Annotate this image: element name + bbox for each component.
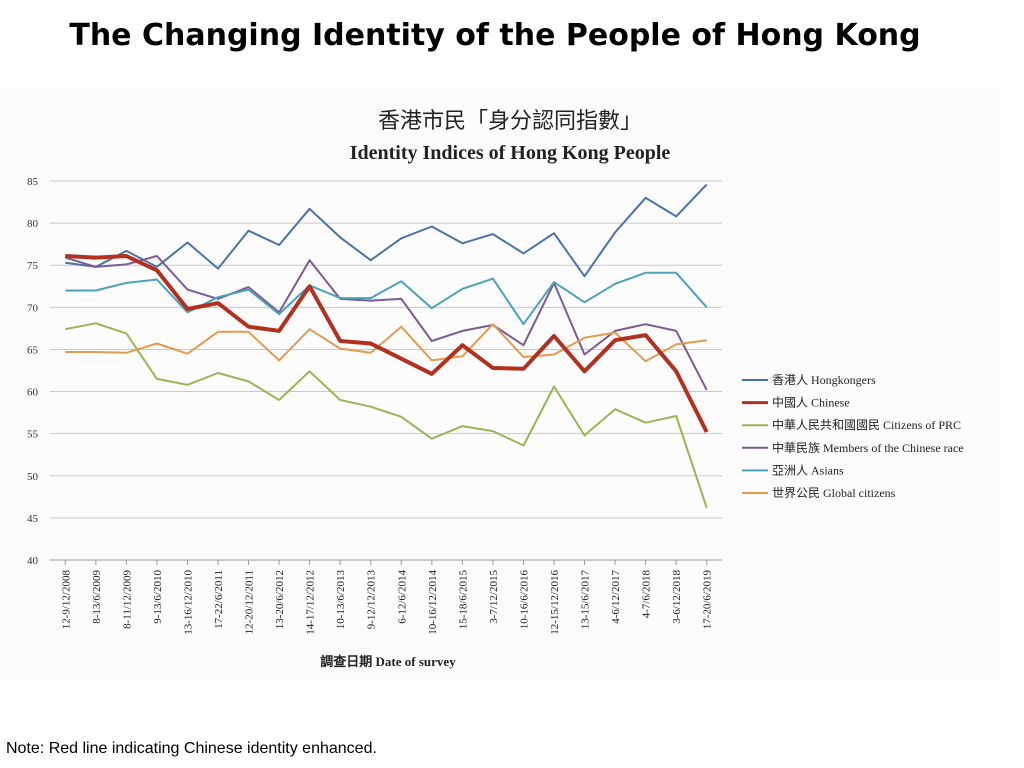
series-line: [65, 254, 709, 433]
legend-label: 中國人 Chinese: [772, 395, 850, 410]
x-tick-label: 10-16/12/2014: [427, 570, 439, 635]
x-tick-label: 8-11/12/2009: [121, 570, 133, 629]
x-tick-label: 13-20/6/2012: [274, 570, 286, 629]
x-tick-label: 13-16/12/2010: [182, 570, 194, 635]
chart-title-english: Identity Indices of Hong Kong People: [350, 142, 671, 164]
y-tick-label: 75: [27, 260, 39, 272]
identity-chart: 香港市民「身分認同指數」 Identity Indices of Hong Ko…: [27, 108, 964, 669]
y-tick-label: 50: [27, 471, 39, 483]
x-tick-label: 10-16/6/2016: [518, 570, 530, 630]
x-tick-label: 14-17/12/2012: [305, 570, 317, 635]
y-tick-label: 45: [27, 513, 39, 525]
legend-label: 中華民族 Members of the Chinese race: [772, 440, 964, 455]
x-tick-label: 12-15/12/2016: [549, 570, 561, 635]
legend: 香港人 Hongkongers 中國人 Chinese 中華人民共和國國民 Citi…: [742, 373, 964, 500]
x-tick-label: 3-6/12/2018: [671, 570, 683, 624]
y-tick-labels: 40 45 50 55 60 65 70 75 80 85: [27, 176, 39, 567]
series-line: [65, 271, 708, 326]
series-line: [65, 183, 708, 278]
chart-frame: 香港市民「身分認同指數」 Identity Indices of Hong Ko…: [0, 88, 1000, 680]
y-tick-label: 85: [27, 176, 39, 188]
x-tick-labels: 12-9/12/2008 8-13/6/2009 8-11/12/2009 9-13/…: [60, 570, 713, 635]
x-tick-label: 12-20/12/2011: [244, 570, 256, 634]
x-tick-label: 6-12/6/2014: [396, 570, 408, 624]
y-tick-label: 40: [27, 555, 39, 567]
y-tick-label: 55: [27, 429, 39, 441]
x-axis-title: 調查日期 Date of survey: [320, 654, 456, 669]
series-lines: [65, 183, 709, 509]
legend-label: 香港人 Hongkongers: [772, 373, 876, 387]
x-tick-label: 13-15/6/2017: [580, 570, 592, 630]
legend-label: 中華人民共和國國民 Citizens of PRC: [772, 417, 961, 432]
legend-label: 世界公民 Global citizens: [772, 486, 896, 500]
grid-lines: [50, 180, 722, 565]
y-tick-label: 65: [27, 344, 39, 356]
x-tick-label: 12-9/12/2008: [60, 570, 72, 630]
x-tick-label: 4-6/12/2017: [610, 570, 622, 624]
y-tick-label: 70: [27, 302, 39, 314]
x-tick-label: 15-18/6/2015: [457, 570, 469, 630]
x-tick-label: 3-7/12/2015: [488, 570, 500, 624]
chart-title-chinese: 香港市民「身分認同指數」: [378, 108, 642, 133]
y-tick-label: 80: [27, 218, 39, 230]
series-line: [65, 323, 707, 363]
x-tick-label: 9-12/12/2013: [366, 570, 378, 630]
legend-label: 亞洲人 Asians: [772, 463, 844, 477]
x-tick-label: 10-13/6/2013: [335, 570, 347, 630]
footnote: Note: Red line indicating Chinese identi…: [6, 740, 377, 757]
x-tick-label: 8-13/6/2009: [91, 570, 103, 624]
x-tick-label: 17-22/6/2011: [213, 570, 225, 629]
y-tick-label: 60: [27, 387, 39, 399]
x-tick-label: 17-20/6/2019: [702, 570, 714, 630]
x-tick-label: 9-13/6/2010: [152, 570, 164, 624]
series-line: [65, 322, 708, 509]
slide-title: The Changing Identity of the People of H…: [69, 18, 921, 53]
x-tick-label: 4-7/6/2018: [641, 570, 653, 619]
series-line: [65, 255, 708, 391]
